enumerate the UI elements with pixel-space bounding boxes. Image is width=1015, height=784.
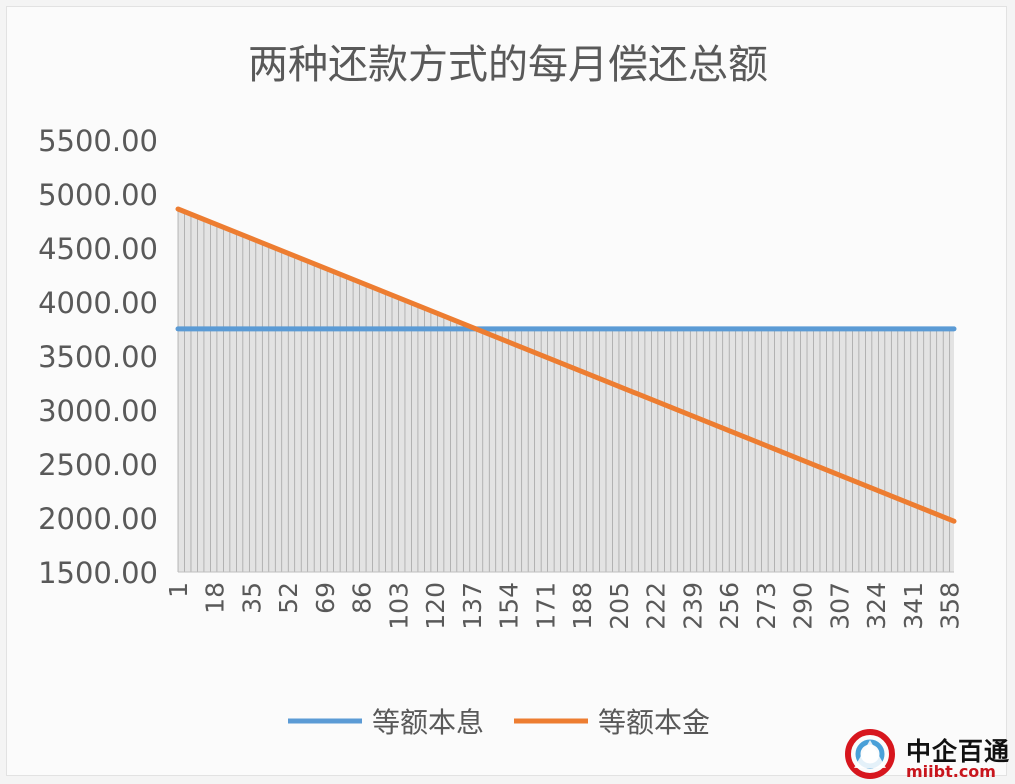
x-tick-label: 290	[789, 582, 818, 630]
watermark-name: 中企百通	[906, 737, 1011, 766]
x-tick-label: 188	[568, 582, 597, 630]
x-tick-label: 137	[458, 582, 487, 630]
y-tick-label: 3500.00	[38, 340, 158, 374]
legend-label-2: 等额本金	[598, 706, 710, 739]
y-tick-label: 3000.00	[38, 394, 158, 428]
x-tick-label: 103	[385, 582, 414, 630]
x-tick-label: 324	[862, 582, 891, 630]
watermark: 中企百通 miibt.com	[840, 724, 1015, 782]
x-tick-label: 18	[201, 582, 230, 614]
y-tick-label: 4000.00	[38, 286, 158, 320]
y-tick-label: 5000.00	[38, 178, 158, 212]
x-tick-label: 1	[164, 582, 193, 598]
x-tick-label: 341	[899, 582, 928, 630]
x-tick-label: 307	[825, 582, 854, 630]
x-tick-label: 86	[348, 582, 377, 614]
y-tick-label: 2500.00	[38, 448, 158, 482]
plot-area-fill	[178, 209, 954, 572]
y-tick-label: 5500.00	[38, 124, 158, 158]
series-lines	[175, 206, 957, 524]
x-tick-label: 256	[715, 582, 744, 630]
y-axis-tick-labels: 1500.00 2000.00 2500.00 3000.00 3500.00 4000.…	[38, 124, 158, 590]
x-tick-label: 358	[936, 582, 965, 630]
y-tick-label: 2000.00	[38, 502, 158, 536]
chart-title: 两种还款方式的每月偿还总额	[248, 42, 768, 88]
x-tick-label: 52	[274, 582, 303, 614]
x-tick-label: 239	[679, 582, 708, 630]
series-line-2	[175, 206, 957, 524]
legend: 等额本息 等额本金	[288, 706, 710, 739]
x-tick-label: 154	[495, 582, 524, 630]
x-tick-label: 120	[421, 582, 450, 630]
miibt-logo-icon	[845, 729, 895, 779]
x-tick-label: 35	[238, 582, 267, 614]
drop-lines	[177, 209, 951, 572]
x-tick-label: 69	[311, 582, 340, 614]
x-axis-tick-labels: 1 18 35 52 69 86 103 120 137 154 171 188 205 222 239 25…	[164, 582, 965, 630]
x-tick-label: 222	[642, 582, 671, 630]
y-tick-label: 1500.00	[38, 556, 158, 590]
y-tick-label: 4500.00	[38, 232, 158, 266]
watermark-url: miibt.com	[906, 762, 996, 781]
x-tick-label: 205	[605, 582, 634, 630]
legend-label-1: 等额本息	[372, 706, 484, 739]
x-tick-label: 171	[532, 582, 561, 630]
area-under-series	[178, 209, 954, 572]
x-tick-label: 273	[752, 582, 781, 630]
